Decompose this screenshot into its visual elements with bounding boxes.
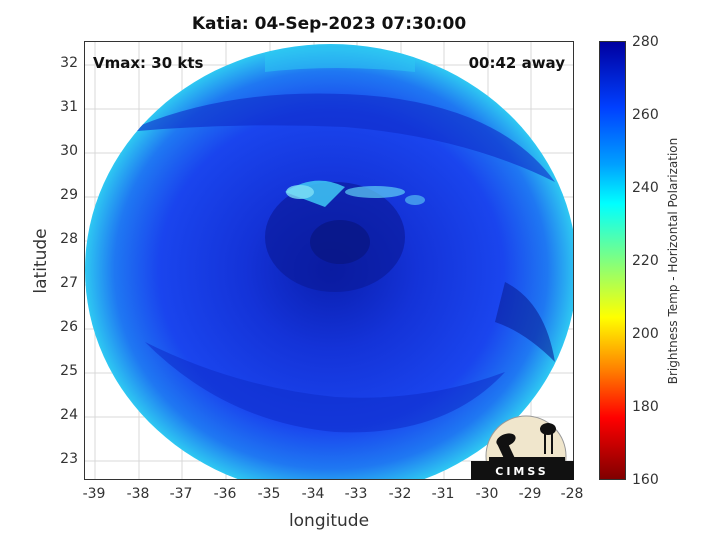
vmax-label: Vmax: 30 kts (93, 54, 204, 72)
satellite-image (85, 42, 573, 479)
ytick-label: 26 (60, 319, 78, 335)
ytick-label: 30 (60, 143, 78, 159)
colorbar-tick: 180 (632, 399, 659, 415)
xtick-label: -36 (213, 486, 237, 502)
colorbar-tick: 280 (632, 34, 659, 50)
colorbar (599, 41, 626, 480)
xtick-label: -38 (126, 486, 150, 502)
ytick-label: 28 (60, 231, 78, 247)
ytick-label: 31 (60, 99, 78, 115)
cloud-features (125, 47, 555, 433)
xtick-label: -35 (257, 486, 281, 502)
xtick-label: -34 (301, 486, 325, 502)
plot-title: Katia: 04-Sep-2023 07:30:00 (191, 14, 467, 34)
ytick-label: 29 (60, 187, 78, 203)
map-axes[interactable]: Vmax: 30 kts 00:42 away (84, 41, 574, 480)
ytick-label: 24 (60, 407, 78, 423)
time-away-label: 00:42 away (468, 54, 565, 72)
cimss-logo: CIMSS (471, 415, 574, 480)
colorbar-label: Brightness Temp - Horizontal Polarizatio… (666, 137, 680, 385)
logo-text: CIMSS (495, 465, 548, 478)
ytick-label: 32 (60, 55, 78, 71)
xtick-label: -37 (169, 486, 193, 502)
colorbar-tick: 160 (632, 472, 659, 488)
colorbar-tick: 220 (632, 253, 659, 269)
xtick-label: -39 (82, 486, 106, 502)
y-axis-label: latitude (31, 228, 51, 294)
ytick-label: 23 (60, 451, 78, 467)
xtick-label: -31 (431, 486, 455, 502)
xtick-label: -28 (560, 486, 584, 502)
x-axis-label: longitude (288, 511, 370, 531)
xtick-label: -32 (388, 486, 412, 502)
xtick-label: -33 (344, 486, 368, 502)
ytick-label: 27 (60, 275, 78, 291)
colorbar-tick: 200 (632, 326, 659, 342)
xtick-label: -29 (518, 486, 542, 502)
colorbar-tick: 260 (632, 107, 659, 123)
xtick-label: -30 (475, 486, 499, 502)
ytick-label: 25 (60, 363, 78, 379)
colorbar-tick: 240 (632, 180, 659, 196)
